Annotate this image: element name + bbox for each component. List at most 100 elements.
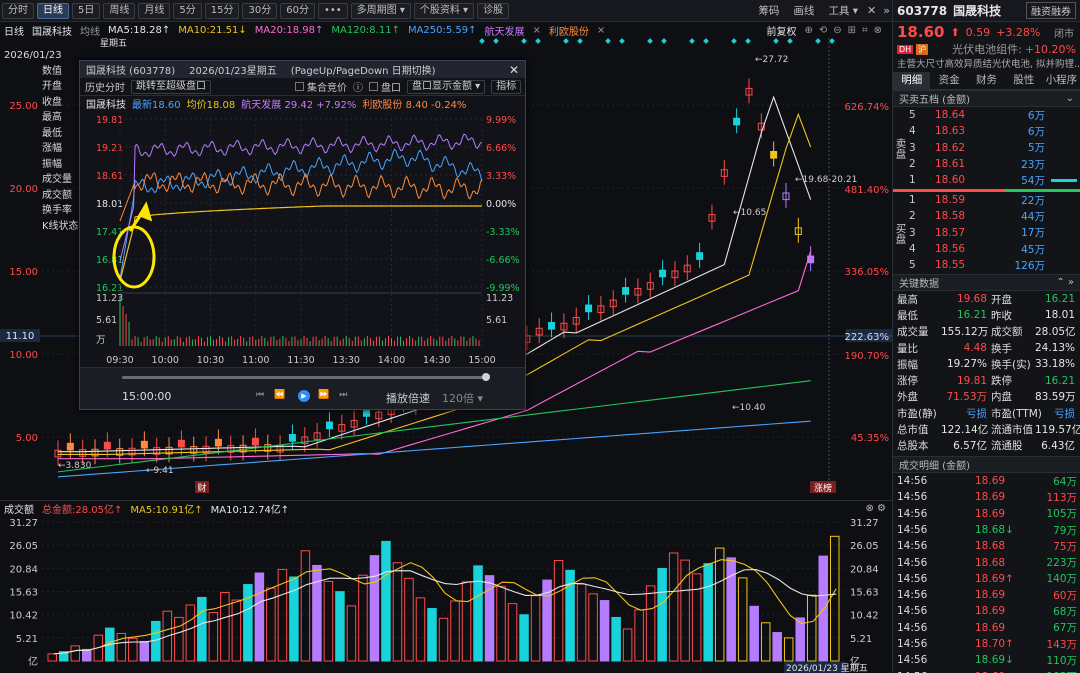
volume-bar[interactable] — [507, 603, 518, 662]
volume-bar[interactable] — [254, 572, 265, 662]
candle[interactable] — [646, 282, 654, 290]
candle[interactable] — [91, 448, 99, 457]
indicator-type[interactable]: 均线 — [80, 26, 100, 38]
book-amount-select[interactable]: 盘口显示金额 ▾ — [407, 79, 486, 94]
candle[interactable] — [572, 316, 580, 325]
volume-bar[interactable] — [335, 591, 345, 662]
candle[interactable] — [214, 438, 222, 447]
volume-bar[interactable] — [726, 557, 736, 662]
candle[interactable] — [301, 436, 309, 445]
trade-row[interactable]: 14:56 18.69↓ 110万 — [893, 652, 1080, 668]
toolbar-right-item[interactable]: 工具 ▾ — [828, 5, 859, 17]
volume-bar[interactable] — [289, 576, 299, 662]
trade-row[interactable]: 14:56 18.69 67万 — [893, 620, 1080, 636]
volume-bar[interactable] — [139, 640, 150, 662]
volume-bar[interactable] — [300, 550, 311, 662]
trade-row[interactable]: 14:56 18.70↑ 143万 — [893, 636, 1080, 652]
candle[interactable] — [227, 445, 235, 453]
volume-bar[interactable] — [208, 612, 219, 662]
candle[interactable] — [338, 424, 346, 432]
trade-row[interactable]: 14:56 18.69↑ 140万 — [893, 571, 1080, 587]
volume-bar[interactable] — [277, 568, 288, 662]
period-tab[interactable]: 日线 — [37, 2, 69, 19]
volume-bar[interactable] — [323, 580, 334, 662]
candle[interactable] — [683, 264, 691, 273]
indicator-button[interactable]: 指标 — [491, 79, 522, 94]
volume-bar[interactable] — [116, 632, 127, 662]
history-intraday-label[interactable]: 历史分时 — [85, 83, 125, 94]
volume-bar[interactable] — [703, 563, 713, 662]
chart-tools-icons[interactable]: ⊕⟲⊖⊞⌗⊗ — [804, 24, 888, 36]
candle[interactable] — [745, 87, 753, 96]
remove-tag-2-icon[interactable]: × — [596, 24, 606, 36]
candle[interactable] — [548, 321, 556, 330]
candle[interactable] — [362, 409, 370, 417]
margin-trading-badge[interactable]: 融资融券 — [1026, 2, 1076, 19]
play-icon[interactable]: ▶ — [298, 390, 310, 402]
candle[interactable] — [190, 446, 198, 454]
auction-checkbox[interactable] — [295, 82, 304, 91]
candle[interactable] — [720, 169, 728, 177]
speed-select[interactable]: 120倍 ▾ — [442, 392, 484, 405]
candle[interactable] — [597, 305, 605, 313]
candle[interactable] — [103, 441, 111, 450]
limit-up-badge[interactable]: 涨榜 — [814, 482, 832, 494]
close-icon[interactable]: ✕ — [867, 4, 877, 17]
toolbar-menu[interactable]: 多周期图 ▾ — [350, 2, 411, 19]
toolbar-right-item[interactable]: 画线 — [793, 5, 815, 17]
volume-bar[interactable] — [415, 597, 426, 662]
order-level[interactable]: 2 18.61 23万 — [909, 156, 1080, 172]
volume-bar[interactable] — [565, 569, 575, 662]
volume-bar[interactable] — [59, 651, 69, 662]
order-level[interactable]: 3 18.57 17万 — [909, 225, 1080, 241]
volume-chart[interactable]: 31.27 31.27 26.05 26.05 20.84 20.84 15.63 15.63… — [0, 516, 892, 673]
info-icon[interactable]: ⓘ — [353, 83, 363, 94]
volume-bar[interactable] — [358, 574, 368, 662]
trade-row[interactable]: 14:56 18.69 105万 — [893, 506, 1080, 522]
finance-badge[interactable]: 财 — [197, 482, 206, 494]
volume-bar[interactable] — [438, 617, 449, 662]
detail-tab[interactable]: 明细 — [893, 72, 931, 89]
replay-next-icons[interactable]: ⏩⏭ — [318, 390, 358, 400]
candle[interactable] — [313, 432, 321, 440]
candle[interactable] — [560, 322, 568, 331]
intraday-popup[interactable]: 国晟科技 (603778) 2026/01/23星期五 (PageUp/Page… — [79, 60, 526, 410]
detail-tab[interactable]: 资金 — [938, 74, 960, 86]
volume-bar[interactable] — [737, 577, 748, 662]
volume-bar[interactable] — [588, 593, 598, 662]
volume-bar[interactable] — [519, 614, 529, 662]
period-tab[interactable]: 5分 — [173, 2, 202, 19]
volume-bar[interactable] — [93, 634, 104, 662]
volume-bar[interactable] — [220, 592, 230, 662]
trade-row[interactable]: 14:56 18.69 64万 — [893, 473, 1080, 489]
volume-bar[interactable] — [346, 605, 357, 662]
candle[interactable] — [622, 287, 630, 295]
candle[interactable] — [54, 449, 62, 458]
order-level[interactable]: 1 18.59 22万 — [909, 192, 1080, 208]
volume-bar[interactable] — [369, 555, 380, 662]
toolbar-menu[interactable]: 诊股 — [477, 2, 510, 19]
order-level[interactable]: 5 18.64 6万 — [909, 107, 1080, 123]
candle[interactable] — [288, 434, 296, 442]
volume-bar[interactable] — [795, 617, 805, 662]
period-tab[interactable]: 周线 — [103, 2, 136, 19]
volume-bar[interactable] — [668, 552, 679, 662]
candle[interactable] — [733, 117, 741, 126]
order-level[interactable]: 3 18.62 5万 — [909, 140, 1080, 156]
sector-label[interactable]: 光伏电池组件: — [952, 43, 1022, 56]
popup-titlebar[interactable]: 国晟科技 (603778) 2026/01/23星期五 (PageUp/Page… — [80, 61, 525, 78]
detail-tab[interactable]: 股性 — [1013, 74, 1035, 86]
replay-prev-icons[interactable]: ⏮⏪ — [256, 390, 296, 400]
remove-tag-1-icon[interactable]: × — [532, 24, 541, 36]
volume-bar[interactable] — [197, 596, 207, 662]
volume-label[interactable]: 成交额 — [4, 505, 34, 516]
volume-bar[interactable] — [162, 610, 173, 662]
volume-bar[interactable] — [174, 616, 184, 662]
candle[interactable] — [535, 327, 543, 336]
period-tab[interactable]: 月线 — [138, 2, 171, 19]
order-level[interactable]: 1 18.60 54万 — [909, 172, 1080, 188]
candle[interactable] — [325, 421, 333, 430]
candle[interactable] — [153, 447, 161, 455]
order-level[interactable]: 2 18.58 44万 — [909, 208, 1080, 224]
candle[interactable] — [757, 122, 765, 131]
